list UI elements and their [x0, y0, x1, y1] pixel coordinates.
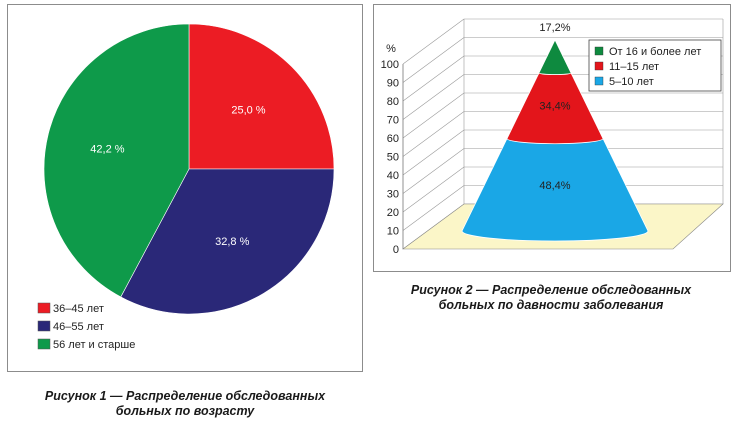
figure-2-caption: Рисунок 2 — Распределение обследованных …: [372, 283, 730, 313]
pie-value-label: 25,0 %: [231, 105, 265, 117]
figure-2-caption-line-1: Рисунок 2 — Распределение обследованных: [410, 283, 692, 297]
figure-1-caption-line-2: больных по возрасту: [115, 404, 255, 418]
legend-box: [588, 39, 722, 92]
y-tick-label: 30: [387, 189, 399, 201]
legend-label: 11–15 лет: [609, 61, 659, 73]
grid-line-diagonal: [402, 37, 465, 83]
pie-value-label: 42,2 %: [90, 144, 124, 156]
pie-slice: [43, 23, 190, 298]
cone-value-label: 48,4%: [539, 180, 570, 192]
y-axis-label: %: [386, 43, 396, 55]
y-tick-label: 70: [387, 115, 399, 127]
legend-label: 56 лет и старше: [53, 339, 135, 351]
pie-slice: [188, 23, 335, 170]
legend-label: 5–10 лет: [609, 76, 654, 88]
legend-swatch: [594, 61, 604, 71]
pie-value-label: 32,8 %: [215, 236, 249, 248]
grid-line-diagonal: [402, 92, 465, 139]
cone-value-label: 17,2%: [539, 22, 570, 34]
legend-swatch: [37, 320, 51, 332]
grid-line-diagonal: [402, 55, 465, 102]
y-tick-label: 60: [387, 133, 399, 145]
grid-line-diagonal: [402, 129, 465, 176]
legend-swatch: [594, 46, 604, 56]
cone-value-label: 34,4%: [539, 101, 570, 113]
cone-segment: [538, 39, 572, 75]
y-tick-label: 50: [387, 152, 399, 164]
legend-swatch: [37, 302, 51, 314]
legend-label: От 16 и более лет: [609, 46, 701, 58]
grid-line-diagonal: [402, 18, 465, 65]
grid-line-diagonal: [402, 148, 465, 194]
y-tick-label: 100: [381, 59, 399, 71]
grid-line-diagonal: [402, 166, 465, 213]
legend-swatch: [594, 76, 604, 86]
y-tick-label: 90: [387, 78, 399, 90]
y-tick-label: 10: [387, 226, 399, 238]
legend-label: 46–55 лет: [53, 321, 104, 333]
figure-1-caption: Рисунок 1 — Распределение обследованных …: [10, 389, 360, 419]
figure-2-caption-line-2: больных по давности заболевания: [438, 298, 664, 312]
legend-label: 36–45 лет: [53, 303, 104, 315]
figure-1-caption-line-1: Рисунок 1 — Распределение обследованных: [44, 389, 326, 403]
legend-swatch: [37, 338, 51, 350]
y-tick-label: 0: [393, 244, 399, 256]
grid-line-diagonal: [402, 111, 465, 157]
y-tick-label: 40: [387, 170, 399, 182]
grid-line-diagonal: [402, 185, 465, 231]
y-tick-label: 20: [387, 207, 399, 219]
y-tick-label: 80: [387, 96, 399, 108]
grid-line-diagonal: [402, 74, 465, 120]
pie-slice: [120, 168, 335, 315]
